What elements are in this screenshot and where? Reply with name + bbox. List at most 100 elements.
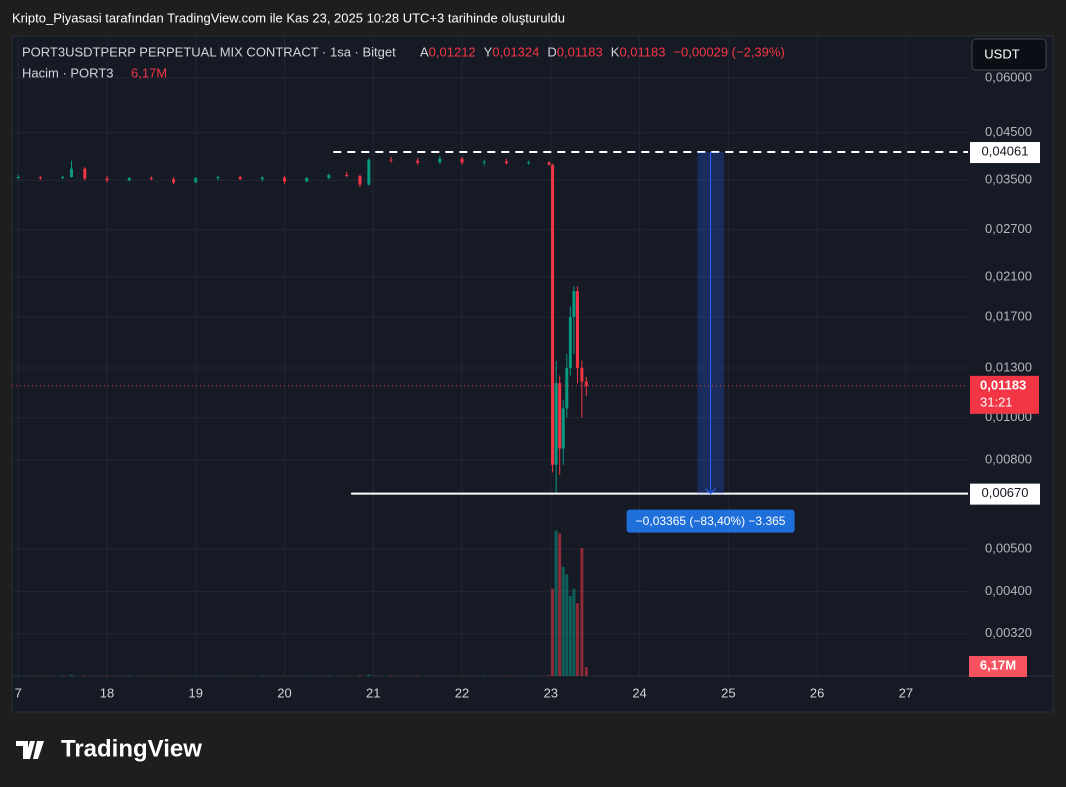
candle-body <box>584 381 588 386</box>
volume-tag-label: 6,17M <box>980 657 1016 672</box>
logo: TradingView <box>16 735 202 762</box>
volume-bar <box>547 675 551 676</box>
volume-bar <box>305 675 309 677</box>
ohlc-key: A <box>420 44 429 59</box>
candle-body <box>575 291 579 368</box>
volume-bar <box>565 574 569 676</box>
x-tick-label: 26 <box>810 685 824 700</box>
candle-body <box>358 175 362 185</box>
volume-bar <box>527 675 531 677</box>
logo-text: TradingView <box>61 735 202 762</box>
candle-body <box>572 291 576 318</box>
candle-body <box>16 177 20 179</box>
candle-body <box>149 178 153 180</box>
volume-bar <box>38 675 42 677</box>
x-tick-label: 25 <box>721 685 735 700</box>
ohlc-value: 0,01212 <box>429 44 476 59</box>
candle-body <box>194 178 198 183</box>
volume-bar <box>504 675 508 677</box>
last-price-tag <box>970 375 1039 414</box>
volume-bar <box>358 675 362 676</box>
volume-bar <box>260 675 264 677</box>
y-tick-label: 0,04500 <box>985 124 1032 139</box>
x-tick-label: 21 <box>366 685 380 700</box>
y-tick-label: 0,01300 <box>985 359 1032 374</box>
y-tick-label: 0,00400 <box>985 583 1032 598</box>
candle-body <box>460 158 464 163</box>
ohlc-key: D <box>547 44 556 59</box>
measure-label-box <box>626 509 795 533</box>
ohlc-value: 0,01324 <box>492 44 539 59</box>
candle-body <box>558 383 562 449</box>
candle-body <box>105 178 109 181</box>
chart-panel <box>11 35 1054 713</box>
level-tag <box>970 142 1040 164</box>
volume-bar <box>551 588 555 676</box>
last-price-label: 0,01183 <box>980 377 1026 392</box>
x-tick-label: 20 <box>277 685 291 700</box>
volume-bar <box>568 596 572 676</box>
candle-body <box>69 168 73 178</box>
volume-bar <box>172 675 176 677</box>
volume-bar <box>345 675 349 677</box>
volume-bar <box>558 533 562 676</box>
candle-body <box>568 317 572 368</box>
candle-body <box>554 383 558 465</box>
volume-bar <box>575 603 579 676</box>
ohlc-key: K <box>611 44 620 59</box>
candle-body <box>283 177 287 182</box>
candle-body <box>389 159 393 161</box>
x-tick-label: 24 <box>632 685 646 700</box>
volume-bar <box>389 675 393 676</box>
volume-bar <box>127 675 131 677</box>
y-tick-label: 0,03500 <box>985 172 1032 187</box>
volume-bar <box>460 675 464 677</box>
level-label: 0,04061 <box>982 143 1029 158</box>
candle-body <box>561 408 565 449</box>
volume-bar <box>554 530 558 676</box>
candle-body <box>367 159 371 185</box>
volume-bar <box>83 675 87 676</box>
ohlc-value: 0,01183 <box>619 44 665 59</box>
candle-body <box>260 177 264 180</box>
candle-body <box>547 162 551 165</box>
volume-bar <box>149 675 153 677</box>
x-tick-label: 7 <box>15 685 22 700</box>
candle-body <box>416 160 420 163</box>
volume-bar <box>367 674 371 676</box>
candle-body <box>345 174 349 176</box>
y-tick-label: 0,00320 <box>985 625 1032 640</box>
volume-bar <box>238 675 242 677</box>
volume-bar <box>16 675 20 677</box>
candle-body <box>38 177 42 179</box>
candle-body <box>580 367 584 382</box>
candle-body <box>216 177 220 179</box>
candle-body <box>565 367 569 409</box>
volume-bar <box>194 675 198 677</box>
y-tick-label: 0,00500 <box>985 541 1032 556</box>
y-tick-label: 0,02100 <box>985 268 1032 283</box>
x-tick-label: 19 <box>189 685 203 700</box>
currency-button[interactable] <box>971 38 1047 71</box>
candle-body <box>527 162 531 164</box>
level-tag <box>970 483 1040 505</box>
candle-body <box>305 178 309 182</box>
candle-body <box>172 179 176 183</box>
x-tick-label: 23 <box>544 685 558 700</box>
volume-bar <box>580 548 584 676</box>
attribution: Kripto_Piyasasi tarafından TradingView.c… <box>12 10 565 25</box>
volume-value: 6,17M <box>131 65 167 80</box>
x-tick-label: 22 <box>455 685 469 700</box>
candle-body <box>504 161 508 164</box>
volume-bar <box>216 675 220 677</box>
candle-body <box>238 177 242 180</box>
currency[interactable]: USDT <box>984 46 1019 61</box>
volume-label: Hacim · PORT3 <box>22 65 114 80</box>
volume-bar <box>438 675 442 677</box>
volume-bar <box>561 566 565 676</box>
volume-bar <box>416 675 420 677</box>
volume-bar <box>327 675 331 676</box>
volume-bar <box>69 674 73 676</box>
